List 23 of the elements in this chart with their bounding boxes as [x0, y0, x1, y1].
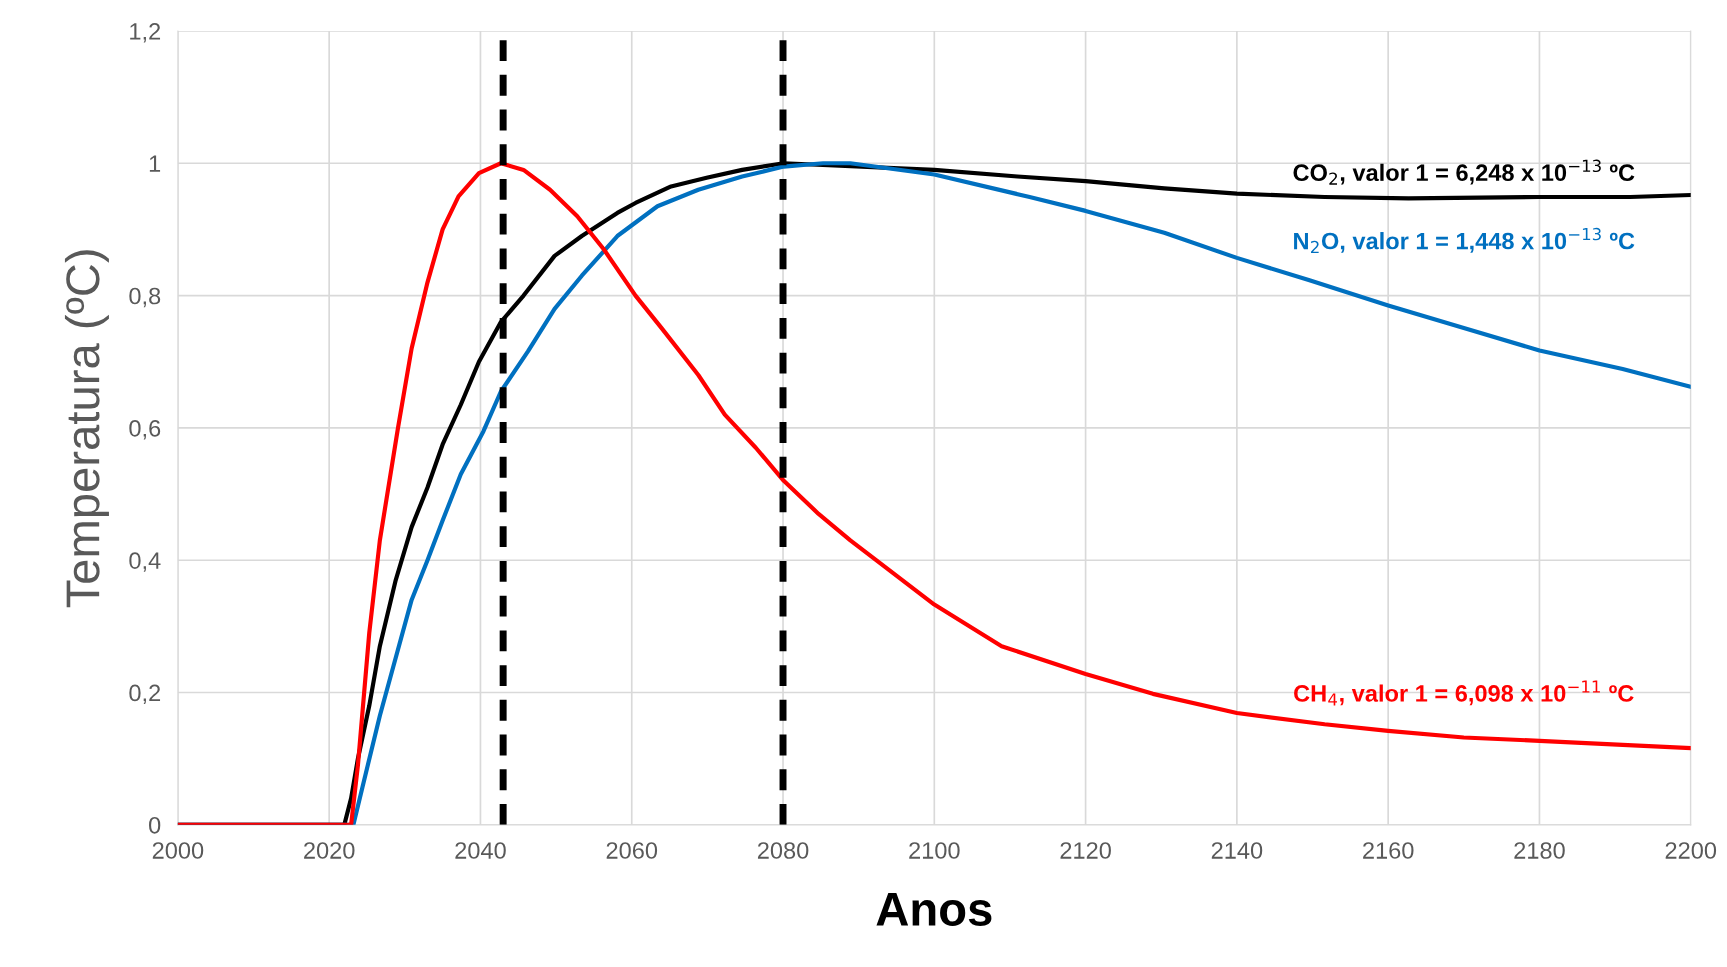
x-tick-label: 2100: [909, 842, 960, 859]
x-tick-label: 2200: [1665, 842, 1717, 859]
series-label: CO$_{2}$, valor 1 = 6,248 x 10$^{−13}$ ºC: [1293, 159, 1635, 185]
x-tick-label: 2060: [606, 842, 658, 859]
x-axis-title: Anos: [876, 893, 992, 926]
x-tick-label: 2020: [304, 842, 355, 859]
x-tick-label: 2080: [757, 842, 809, 859]
x-tick-label: 2160: [1363, 842, 1414, 859]
x-tick-label: 2140: [1211, 842, 1263, 859]
y-tick-label: 0,4: [129, 552, 161, 572]
x-tick-label: 2000: [152, 842, 204, 859]
y-tick-label: 1: [149, 155, 161, 172]
y-tick-label: 1,2: [130, 23, 161, 43]
series-label: N$_{2}$O, valor 1 = 1,448 x 10$^{−13}$ ºC: [1294, 227, 1635, 254]
series-label: CH$_{4}$, valor 1 = 6,098 x 10$^{−11}$ ºC: [1294, 680, 1634, 706]
x-tick-label: 2180: [1514, 842, 1565, 859]
x-tick-label: 2040: [455, 842, 506, 859]
y-tick-label: 0,2: [129, 684, 161, 705]
x-tick-label: 2120: [1060, 842, 1111, 859]
y-tick-label: 0: [149, 816, 161, 834]
y-tick-label: 0,6: [129, 419, 161, 440]
y-axis-title: Temperatura (ºC): [64, 250, 109, 608]
y-tick-label: 0,8: [129, 287, 161, 308]
